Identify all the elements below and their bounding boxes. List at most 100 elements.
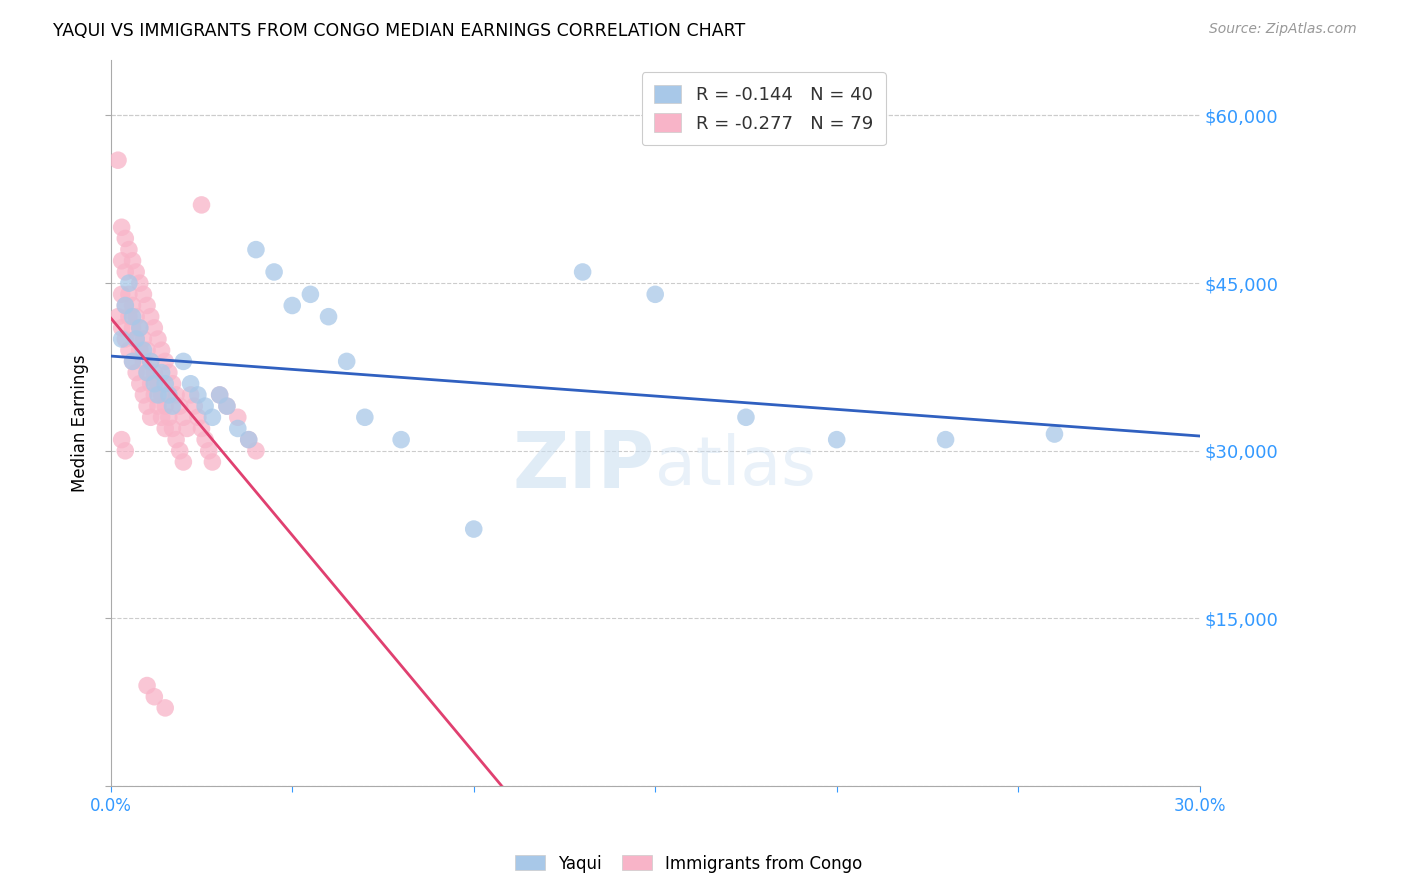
Point	[263, 265, 285, 279]
Point	[215, 399, 238, 413]
Point	[111, 253, 134, 268]
Point	[136, 399, 159, 413]
Point	[935, 433, 957, 447]
Point	[389, 433, 412, 447]
Point	[146, 332, 169, 346]
Point	[114, 265, 136, 279]
Point	[187, 410, 209, 425]
Point	[155, 376, 177, 391]
Point	[299, 287, 322, 301]
Point	[190, 198, 212, 212]
Point	[190, 421, 212, 435]
Point	[125, 332, 148, 346]
Point	[201, 410, 224, 425]
Point	[150, 366, 173, 380]
Point	[336, 354, 359, 368]
Point	[125, 366, 148, 380]
Point	[125, 332, 148, 346]
Point	[183, 399, 205, 413]
Point	[121, 354, 143, 368]
Point	[143, 376, 166, 391]
Point	[143, 321, 166, 335]
Point	[111, 433, 134, 447]
Text: atlas: atlas	[655, 434, 815, 500]
Point	[155, 354, 177, 368]
Point	[157, 410, 180, 425]
Point	[215, 399, 238, 413]
Point	[155, 421, 177, 435]
Point	[146, 388, 169, 402]
Point	[114, 231, 136, 245]
Point	[194, 433, 217, 447]
Point	[238, 433, 260, 447]
Point	[136, 298, 159, 312]
Point	[201, 455, 224, 469]
Point	[128, 276, 150, 290]
Point	[187, 388, 209, 402]
Point	[143, 690, 166, 704]
Point	[118, 276, 141, 290]
Point	[136, 366, 159, 380]
Point	[146, 399, 169, 413]
Text: Source: ZipAtlas.com: Source: ZipAtlas.com	[1209, 22, 1357, 37]
Point	[194, 399, 217, 413]
Point	[111, 220, 134, 235]
Point	[157, 366, 180, 380]
Point	[172, 455, 194, 469]
Point	[155, 701, 177, 715]
Point	[143, 366, 166, 380]
Y-axis label: Median Earnings: Median Earnings	[72, 354, 89, 491]
Point	[155, 399, 177, 413]
Point	[107, 310, 129, 324]
Point	[111, 287, 134, 301]
Point	[150, 388, 173, 402]
Point	[150, 343, 173, 358]
Point	[150, 410, 173, 425]
Point	[118, 243, 141, 257]
Point	[318, 310, 340, 324]
Point	[169, 399, 191, 413]
Point	[825, 433, 848, 447]
Point	[132, 343, 155, 358]
Point	[136, 366, 159, 380]
Point	[139, 354, 162, 368]
Point	[245, 243, 267, 257]
Point	[128, 321, 150, 335]
Point	[139, 410, 162, 425]
Point	[172, 410, 194, 425]
Point	[128, 376, 150, 391]
Point	[107, 153, 129, 168]
Point	[644, 287, 666, 301]
Point	[139, 376, 162, 391]
Point	[162, 399, 184, 413]
Legend: Yaqui, Immigrants from Congo: Yaqui, Immigrants from Congo	[509, 848, 869, 880]
Point	[463, 522, 485, 536]
Point	[118, 310, 141, 324]
Point	[132, 388, 155, 402]
Point	[226, 410, 249, 425]
Point	[121, 321, 143, 335]
Point	[735, 410, 758, 425]
Point	[281, 298, 304, 312]
Point	[136, 343, 159, 358]
Point	[157, 388, 180, 402]
Point	[180, 388, 202, 402]
Point	[132, 354, 155, 368]
Point	[114, 332, 136, 346]
Point	[118, 343, 141, 358]
Text: ZIP: ZIP	[513, 428, 655, 505]
Point	[121, 354, 143, 368]
Point	[125, 310, 148, 324]
Point	[571, 265, 593, 279]
Point	[125, 265, 148, 279]
Legend: R = -0.144   N = 40, R = -0.277   N = 79: R = -0.144 N = 40, R = -0.277 N = 79	[641, 72, 886, 145]
Point	[121, 310, 143, 324]
Point	[245, 443, 267, 458]
Point	[146, 376, 169, 391]
Point	[162, 376, 184, 391]
Point	[165, 388, 187, 402]
Point	[128, 343, 150, 358]
Point	[165, 433, 187, 447]
Point	[353, 410, 375, 425]
Point	[132, 332, 155, 346]
